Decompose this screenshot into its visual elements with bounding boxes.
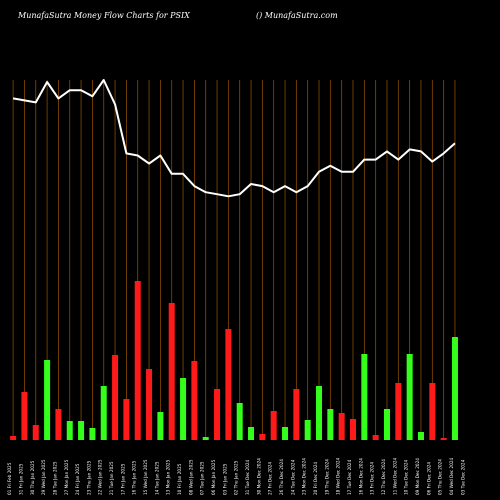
money-flow-bar [236, 403, 243, 440]
money-flow-bar [270, 411, 277, 440]
x-tick-label: 17 Tue Dec 2024 [347, 459, 352, 495]
x-tick-label: 20 Fri Dec 2024 [313, 462, 318, 495]
money-flow-bar [55, 409, 62, 440]
money-flow-bar [417, 432, 424, 440]
x-tick-label: 09 Mon Dec 2024 [415, 458, 420, 495]
x-tick-label: 18 Wed Dec 2024 [336, 457, 341, 495]
money-flow-bar [112, 355, 119, 440]
x-tick-label: 11 Wed Dec 2024 [392, 457, 397, 495]
x-tick-label: 27 Mon Jan 2025 [64, 459, 69, 495]
x-tick-label: 30 Thu Jan 2025 [30, 460, 35, 495]
money-flow-bar [316, 386, 323, 440]
money-flow-bar [282, 427, 289, 440]
money-flow-bar [440, 438, 447, 440]
money-flow-bar [350, 419, 356, 440]
price-line [12, 79, 456, 198]
x-tick-label: 16 Thu Jan 2025 [132, 460, 137, 495]
x-tick-label: 31 Fri Jan 2025 [18, 463, 23, 495]
money-flow-bar [451, 337, 458, 440]
grid-lines [12, 80, 456, 440]
x-tick-label: 21 Tue Jan 2025 [109, 461, 114, 495]
x-tick-label: 03 Fri Jan 2025 [222, 463, 227, 495]
money-flow-bar [100, 386, 107, 440]
money-flow-bar [157, 412, 164, 440]
x-tick-label: 08 Wed Jan 2025 [188, 459, 193, 495]
chart-title: MunafaSutra Money Flow Charts for PSIX [18, 11, 190, 20]
money-flow-bar [395, 383, 402, 440]
money-flow-bar [191, 361, 198, 440]
money-flow-bar [180, 378, 187, 440]
x-tick-label: 22 Wed Jan 2025 [98, 459, 103, 495]
money-flow-bar [146, 369, 153, 440]
x-tick-label: 06 Mon Jan 2025 [211, 459, 216, 495]
x-tick-label: 15 Wed Jan 2025 [143, 459, 148, 495]
money-flow-bar [10, 436, 17, 440]
x-tick-label: 29 Wed Jan 2025 [41, 459, 46, 495]
money-flow-bar [429, 383, 436, 440]
money-flow-bar [327, 409, 334, 440]
money-flow-bar [259, 434, 266, 440]
x-tick-label: 31 Tue Dec 2024 [245, 459, 250, 495]
money-flow-bar [383, 409, 390, 440]
x-tick-label: 13 Mon Jan 2025 [166, 459, 171, 495]
site-credit: () MunafaSutra.com [256, 11, 338, 20]
money-flow-bar [168, 303, 175, 440]
x-tick-label: 30 Mon Dec 2024 [256, 458, 261, 495]
money-flow-bar [32, 425, 39, 440]
x-tick-label: 26 Thu Dec 2024 [279, 459, 284, 495]
x-tick-label: 19 Thu Dec 2024 [324, 459, 329, 495]
x-tick-label: 24 Tue Dec 2024 [290, 459, 295, 495]
x-tick-label: 23 Mon Dec 2024 [302, 458, 307, 495]
x-tick-label: 05 Thu Dec 2024 [438, 459, 443, 495]
x-tick-label: 14 Tue Jan 2025 [154, 461, 159, 495]
x-tick-label: 01 Fri Feb 2025 [7, 462, 12, 495]
price-line-layer [12, 79, 456, 198]
money-flow-bar [89, 428, 96, 440]
money-flow-bar [293, 389, 300, 440]
x-tick-label: 10 Tue Dec 2024 [404, 459, 409, 495]
money-flow-bar [225, 329, 232, 440]
money-flow-bar [21, 392, 28, 440]
x-tick-label: 24 Fri Jan 2025 [75, 463, 80, 495]
x-axis-labels: 01 Fri Feb 2025 31 Fri Jan 2025 30 Thu Jan… [7, 457, 465, 495]
money-flow-bars [10, 281, 458, 440]
money-flow-bar [66, 421, 73, 440]
x-tick-label: 02 Thu Jan 2025 [234, 460, 239, 495]
money-flow-bar [361, 354, 368, 440]
x-tick-label: 16 Mon Dec 2024 [358, 458, 363, 495]
money-flow-bar [202, 437, 209, 440]
x-tick-label: 13 Fri Dec 2024 [370, 462, 375, 495]
x-tick-label: 27 Fri Dec 2024 [268, 462, 273, 495]
x-tick-label: 12 Thu Dec 2024 [381, 459, 386, 495]
x-tick-label: 07 Tue Jan 2025 [200, 461, 205, 495]
money-flow-bar [44, 360, 51, 440]
x-tick-label: 03 Tue Dec 2024 [460, 459, 465, 495]
money-flow-bar [372, 435, 379, 440]
x-tick-label: 23 Thu Jan 2025 [86, 460, 91, 495]
x-tick-label: 04 Wed Dec 2024 [449, 457, 454, 495]
x-tick-label: 06 Fri Dec 2024 [426, 462, 431, 495]
x-tick-label: 28 Tue Jan 2025 [52, 461, 57, 495]
money-flow-bar [214, 389, 221, 440]
x-tick-label: 10 Fri Jan 2025 [177, 463, 182, 495]
money-flow-bar [406, 354, 413, 440]
money-flow-bar [78, 421, 85, 440]
money-flow-bar [304, 420, 311, 440]
money-flow-bar [248, 427, 255, 440]
money-flow-bar [123, 399, 130, 440]
x-tick-label: 17 Fri Jan 2025 [120, 463, 125, 495]
money-flow-bar [338, 413, 345, 440]
money-flow-bar [134, 281, 141, 440]
